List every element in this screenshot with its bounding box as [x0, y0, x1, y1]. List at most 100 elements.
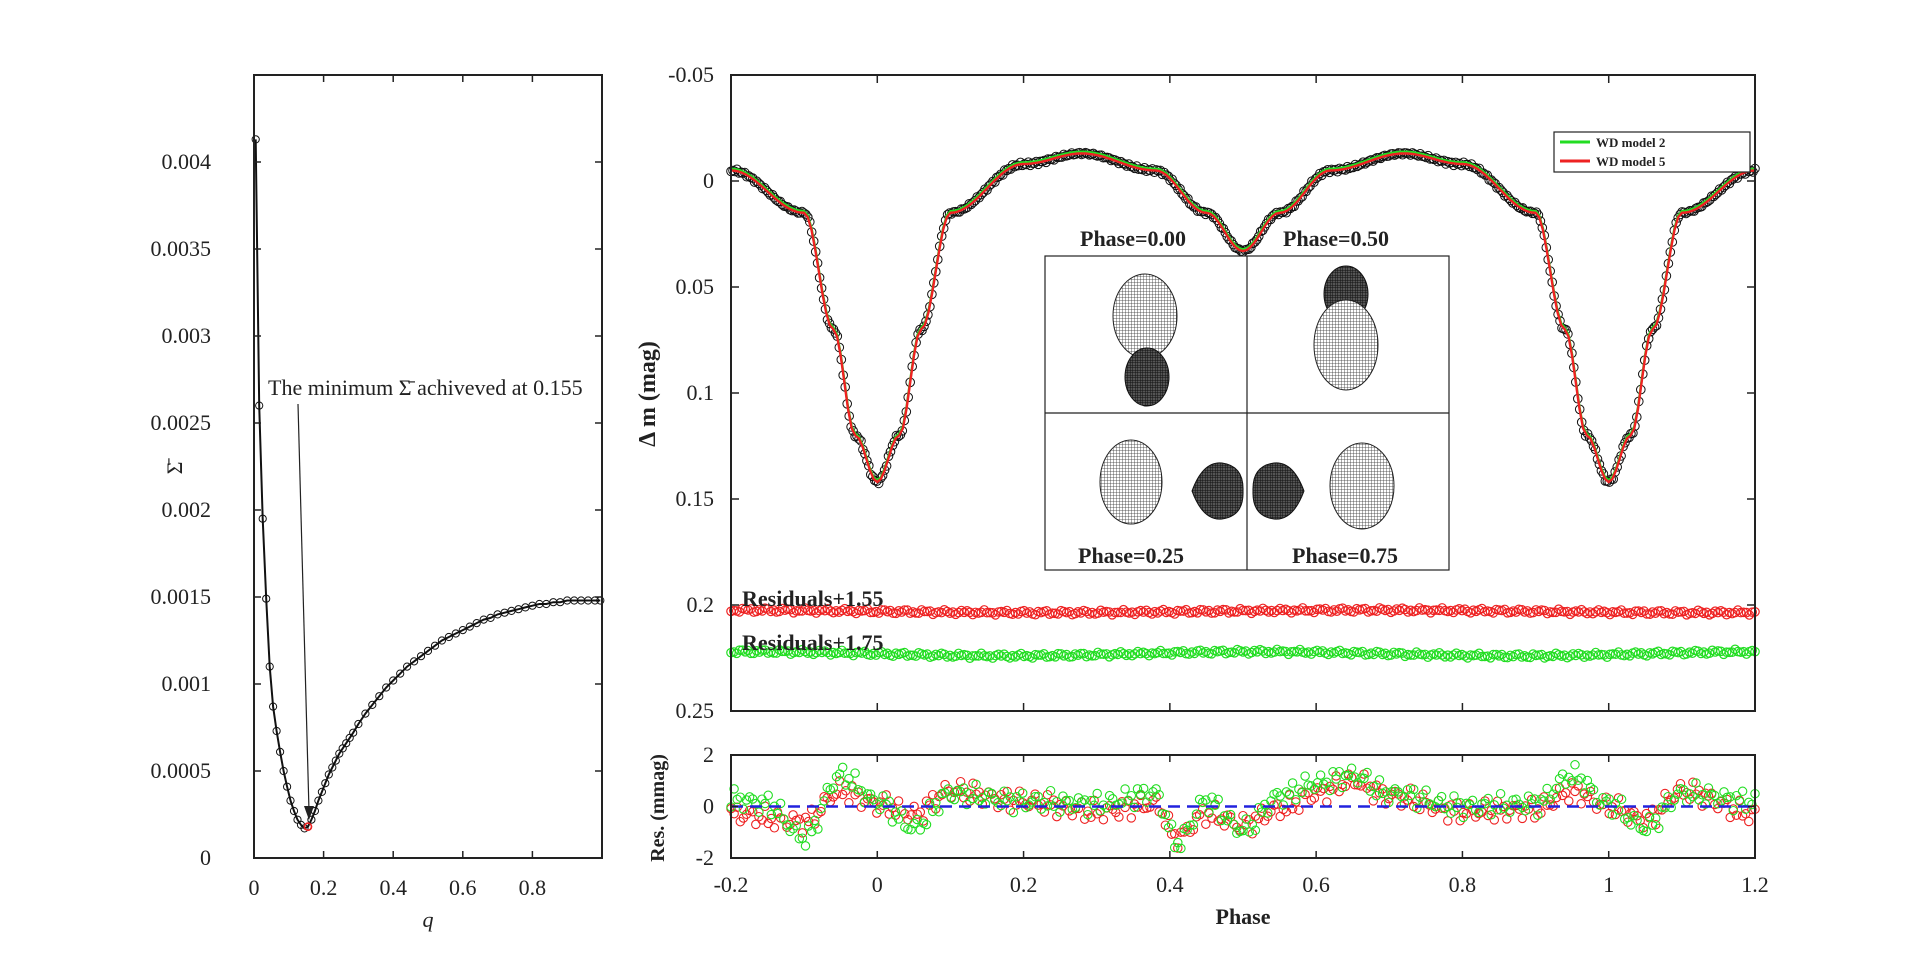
residual-point: [828, 783, 839, 793]
offset-residual-point: [876, 647, 887, 657]
residual-point: [1672, 789, 1683, 799]
light-curve-ylabel: Δ m (mag): [635, 341, 661, 447]
offset-residual-point: [1693, 646, 1703, 656]
residual-point: [1408, 784, 1419, 795]
residual-point: [1325, 785, 1335, 796]
offset-residual-point: [879, 605, 890, 615]
offset-residual-point: [1454, 603, 1464, 614]
offset-residual-point: [1337, 603, 1348, 613]
residual-point: [1650, 813, 1661, 823]
primary-star-phase-025: [1099, 439, 1163, 525]
offset-residual-point: [1451, 648, 1462, 658]
q-search-ytick-label: 0.004: [162, 149, 212, 174]
offset-residual-point: [1565, 609, 1575, 620]
q-search-point: [375, 692, 384, 701]
residual-point: [1114, 812, 1124, 822]
offset-residual-point: [1096, 649, 1106, 659]
offset-residual-point: [1477, 603, 1487, 614]
residual-point: [1477, 799, 1487, 809]
residual-point: [837, 762, 848, 773]
residual-point: [1632, 810, 1642, 821]
offset-residual-point: [1283, 649, 1294, 660]
residual-point: [803, 816, 814, 827]
q-search-xlabel: q: [423, 907, 434, 932]
residual-point: [1287, 778, 1298, 788]
offset-residual-point: [1195, 645, 1206, 656]
residual-point: [1685, 789, 1695, 799]
light-curve-ytick-label: 0.1: [687, 380, 715, 405]
residuals-xtick-label: -0.2: [714, 872, 749, 897]
legend-box: [1553, 131, 1751, 173]
offset-residual-point: [1041, 605, 1052, 616]
q-search-point: [416, 652, 426, 661]
offset-residual-point: [1286, 646, 1297, 657]
residual-point: [803, 821, 814, 831]
residual-point: [1660, 788, 1670, 799]
residual-point: [1489, 815, 1500, 825]
offset-residual-point: [800, 646, 810, 657]
residual-point: [1390, 784, 1400, 794]
residual-point: [1061, 795, 1071, 806]
q-search-point: [265, 662, 274, 671]
residual-point: [1533, 810, 1543, 820]
offset-residual-point: [1488, 608, 1499, 618]
residual-point: [1135, 789, 1146, 800]
residual-point: [1194, 794, 1205, 805]
offset-residual-point: [1016, 648, 1026, 659]
residual-point: [906, 824, 916, 835]
residual-point: [1455, 815, 1465, 826]
residual-point: [903, 824, 913, 834]
residual-point: [1340, 770, 1351, 781]
legend-entry-model5: WD model 5: [1596, 154, 1666, 169]
residual-point: [1691, 778, 1701, 788]
residuals-panel: -0.2 0 0.2 0.4 0.6 0.8 1 1.2 -2 0 2 Res. (mmag) Ph…: [647, 742, 1769, 929]
q-search-point: [307, 815, 316, 824]
residual-point: [1191, 812, 1202, 822]
residual-point: [1467, 795, 1478, 806]
q-search-point: [389, 676, 398, 685]
residual-point: [1157, 809, 1168, 819]
offset-residual-point: [965, 653, 975, 663]
q-search-point: [361, 709, 370, 718]
residual-point: [1045, 785, 1056, 796]
residuals-xtick-label: 1.2: [1741, 872, 1769, 897]
q-search-ticks: 0 0.2 0.4 0.6 0.8 0 0.0005 0.001 0.0015 0.002 0.00…: [151, 75, 602, 900]
residual-point: [1654, 823, 1664, 834]
q-search-xtick-label: 0.4: [379, 875, 407, 900]
residual-point: [1548, 789, 1559, 799]
residual-point: [1722, 792, 1732, 803]
offset-residual-point: [1721, 647, 1732, 657]
offset-residual-point: [1266, 605, 1277, 616]
residual-point: [1570, 786, 1580, 797]
residual-point: [1079, 795, 1090, 805]
residual-point: [1263, 808, 1273, 818]
residual-point: [1213, 816, 1223, 826]
offset-residual-point: [1616, 605, 1627, 615]
offset-residual-point: [1579, 652, 1590, 662]
residual-point: [1238, 825, 1248, 836]
residual-point: [968, 793, 978, 804]
residual-point: [1675, 778, 1686, 789]
residual-point: [1666, 795, 1676, 805]
offset-residual-point: [748, 648, 759, 659]
residual-point: [1588, 785, 1599, 795]
residual-point: [900, 809, 910, 819]
observed-point: [803, 212, 813, 222]
residual-point: [1607, 810, 1618, 820]
q-search-point: [368, 700, 377, 710]
offset-residual-point: [1047, 608, 1058, 618]
offset-residual-point: [1366, 605, 1376, 616]
observed-point: [1649, 322, 1660, 332]
q-search-ylabel: Σ̄: [162, 458, 187, 475]
observed-point: [830, 328, 841, 338]
residual-point: [1731, 790, 1742, 801]
offset-residual-point: [1144, 650, 1154, 661]
residual-point: [1197, 797, 1208, 808]
offset-residual-point: [1462, 653, 1473, 663]
residuals-ytick-label: -2: [696, 845, 714, 870]
residual-point: [797, 828, 808, 838]
residual-point: [872, 799, 882, 809]
residual-point: [1669, 795, 1680, 805]
offset-residual-point: [1070, 608, 1080, 619]
light-curve-panel: -0.05 0 0.05 0.1 0.15 0.2 0.25 Δ m (mag) Resid…: [635, 62, 1760, 723]
